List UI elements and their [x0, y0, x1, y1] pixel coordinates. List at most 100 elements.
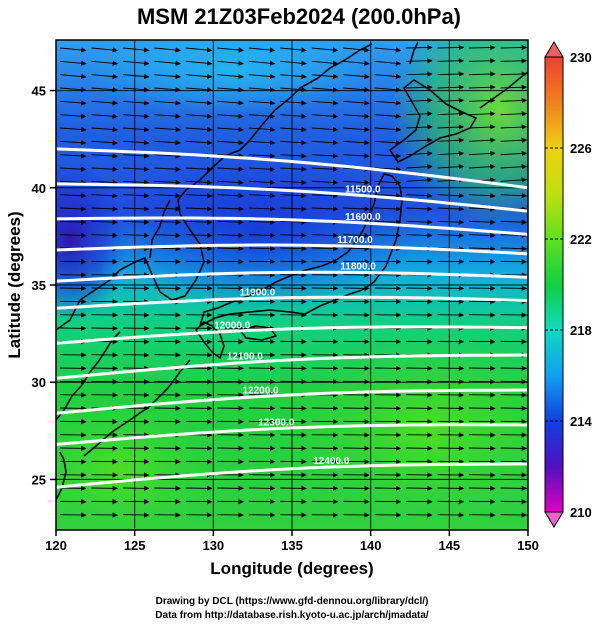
wind-arrow [154, 192, 181, 199]
wind-arrow [122, 179, 150, 186]
wind-arrow [122, 206, 150, 212]
wind-arrow [91, 87, 119, 93]
x-tick-label: 135 [281, 538, 303, 553]
wind-arrow [500, 219, 528, 225]
wind-arrow [185, 47, 213, 53]
cyan-zone-north [80, 40, 380, 115]
wind-arrow [343, 126, 370, 133]
x-tick-label: 130 [202, 538, 224, 553]
wind-arrow [185, 179, 213, 186]
wind-arrow [311, 47, 339, 53]
wind-arrow [154, 166, 181, 172]
height-contour-line [56, 243, 528, 256]
wind-arrow [406, 71, 433, 77]
wind-arrow [185, 192, 213, 199]
wind-arrow [185, 73, 213, 80]
wind-arrow [343, 73, 370, 80]
colorbar-extend-bottom [544, 511, 564, 528]
height-contour-label: 11800.0 [340, 261, 376, 272]
wind-arrow [311, 245, 339, 252]
height-contour-label: 12300.0 [258, 418, 295, 429]
height-contour-line [56, 295, 528, 310]
wind-arrow [406, 219, 433, 225]
wind-arrow [91, 179, 119, 186]
wind-arrow [406, 137, 433, 143]
wind-arrow [406, 58, 433, 64]
wind-arrow [248, 219, 276, 225]
height-contour-line [56, 423, 528, 446]
height-contour-label: 11600.0 [345, 212, 381, 223]
wind-arrow [343, 139, 370, 146]
wind-arrow [217, 166, 244, 172]
wind-arrow [59, 139, 87, 146]
cold-core-center [100, 150, 420, 310]
wind-arrow [343, 232, 370, 239]
wind-arrow [406, 164, 433, 170]
height-contour-line [56, 270, 528, 283]
colorbar-extend-top [544, 41, 564, 58]
wind-arrow [248, 100, 276, 106]
wind-arrow [374, 126, 402, 133]
x-axis-ticks: 120 125 130 135 140 145 150 [45, 530, 539, 553]
wind-arrow [154, 113, 181, 119]
colorbar-gradient [544, 56, 564, 513]
wind-arrow [122, 87, 150, 93]
wind-arrow [122, 153, 150, 159]
wind-arrow [154, 126, 181, 133]
wind-arrow [374, 219, 402, 225]
wind-arrow [469, 164, 496, 170]
wind-arrow [311, 192, 339, 199]
wind-arrow [374, 87, 402, 93]
wind-vectors [59, 44, 528, 518]
wind-arrow [122, 232, 150, 239]
wind-arrow [311, 232, 339, 239]
wind-arrow [469, 137, 496, 143]
wind-arrow [311, 179, 339, 186]
height-contour-label: 12200.0 [242, 386, 279, 397]
wind-arrow [406, 44, 433, 51]
wind-arrow [343, 87, 370, 93]
wind-arrow [59, 192, 87, 199]
wind-arrow [185, 100, 213, 106]
wind-arrow [280, 100, 307, 106]
wind-arrow [248, 60, 276, 66]
wind-arrow [59, 87, 87, 93]
wind-arrow [185, 139, 213, 146]
wind-arrow [311, 100, 339, 106]
wind-arrow [500, 164, 528, 170]
wind-arrow [91, 139, 119, 146]
coastline-korea-china [56, 43, 373, 331]
wind-arrow [406, 111, 433, 117]
wind-arrow [280, 139, 307, 146]
height-contour-label: 12100.0 [227, 352, 264, 363]
wind-arrow [469, 150, 496, 157]
wind-arrow [280, 206, 307, 212]
x-axis-title: Longitude (degrees) [210, 559, 373, 578]
colorbar-tick-label: 214 [570, 414, 592, 429]
wind-arrow [59, 206, 87, 212]
wind-arrow [469, 219, 496, 225]
wind-arrow [185, 60, 213, 66]
wind-arrow [280, 47, 307, 53]
wind-arrow [248, 73, 276, 80]
wind-arrow [59, 47, 87, 53]
wind-arrow [248, 153, 276, 159]
wind-arrow [154, 139, 181, 146]
wind-arrow [122, 219, 150, 225]
wind-arrow [406, 232, 433, 239]
wind-arrow [59, 73, 87, 80]
wind-arrow [248, 47, 276, 53]
wind-arrow [437, 164, 465, 170]
wind-arrow [217, 179, 244, 186]
wind-arrow [343, 153, 370, 159]
wind-arrow [280, 126, 307, 133]
wind-arrow [122, 166, 150, 172]
wind-arrow [122, 192, 150, 199]
y-axis-ticks: 25 30 35 40 45 [32, 84, 56, 487]
credit-data: Data from http://database.rish.kyoto-u.a… [155, 610, 429, 621]
height-contour-line [56, 388, 528, 415]
chart-title: MSM 21Z03Feb2024 (200.0hPa) [137, 4, 461, 29]
wind-arrow [91, 206, 119, 212]
wind-arrow [91, 192, 119, 199]
wind-arrow [437, 97, 465, 104]
